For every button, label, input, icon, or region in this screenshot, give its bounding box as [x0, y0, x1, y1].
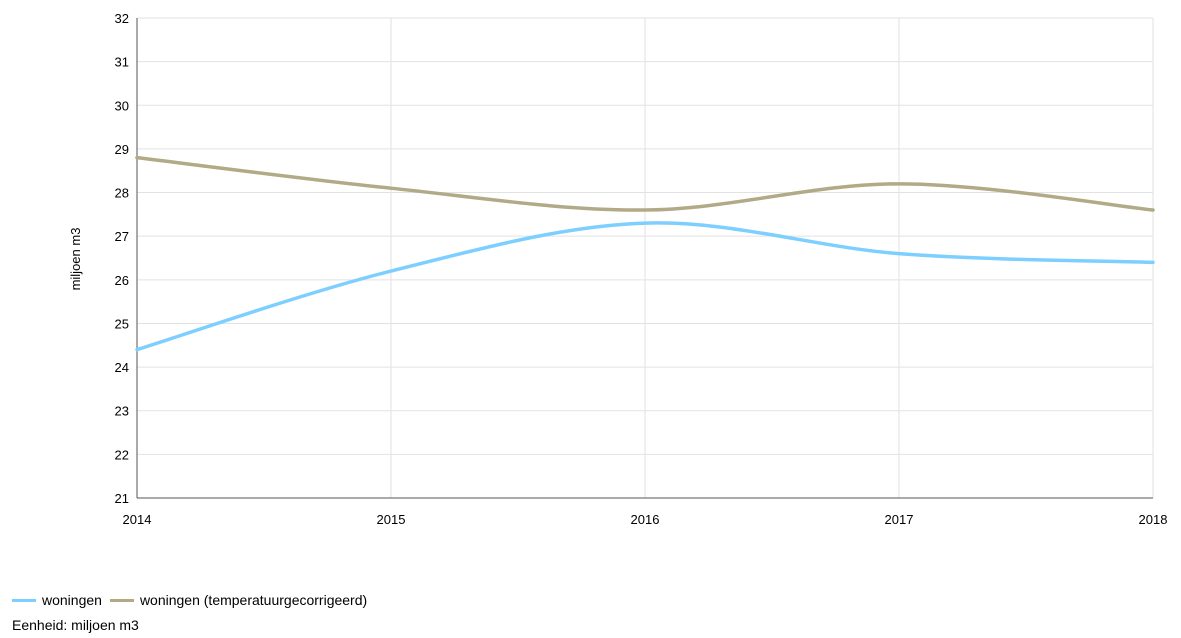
y-tick-label-29: 29 — [115, 142, 129, 157]
x-tick-label-2017: 2017 — [885, 512, 914, 527]
y-tick-label-30: 30 — [115, 98, 129, 113]
y-tick-label-32: 32 — [115, 11, 129, 26]
legend-label-woningen-temperatuurgecorrigeerd: woningen (temperatuurgecorrigeerd) — [139, 592, 368, 608]
legend-swatch-woningen — [12, 598, 36, 602]
y-tick-label-27: 27 — [115, 229, 129, 244]
x-tick-label-2014: 2014 — [123, 512, 152, 527]
x-tick-label-2016: 2016 — [631, 512, 660, 527]
x-tick-label-2018: 2018 — [1139, 512, 1168, 527]
legend-item-woningen[interactable]: woningen — [12, 592, 102, 608]
y-axis-label: miljoen m3 — [68, 228, 83, 291]
y-tick-label-24: 24 — [115, 360, 129, 375]
line-chart: 21 22 23 24 25 26 27 28 29 30 31 32 2014 2015 2016 2017… — [68, 11, 1168, 527]
unit-note: Eenheid: miljoen m3 — [12, 617, 139, 633]
axes — [136, 18, 1153, 499]
legend: woningen woningen (temperatuurgecorrigee… — [12, 592, 375, 608]
legend-label-woningen: woningen — [42, 592, 102, 608]
y-tick-label-28: 28 — [115, 186, 129, 201]
x-tick-label-2015: 2015 — [377, 512, 406, 527]
y-tick-label-25: 25 — [115, 316, 129, 331]
y-tick-label-22: 22 — [115, 447, 129, 462]
y-tick-label-23: 23 — [115, 404, 129, 419]
y-tick-label-26: 26 — [115, 273, 129, 288]
series-line-woningen[interactable] — [135, 221, 1155, 352]
tick-labels: 21 22 23 24 25 26 27 28 29 30 31 32 2014 2015 2016 2017… — [115, 11, 1168, 527]
series-line-woningen-temperatuurgecorrigeerd[interactable] — [135, 155, 1155, 212]
y-tick-label-31: 31 — [115, 55, 129, 70]
legend-item-woningen-temperatuurgecorrigeerd[interactable]: woningen (temperatuurgecorrigeerd) — [109, 592, 368, 608]
legend-swatch-woningen-temperatuurgecorrigeerd — [109, 598, 134, 602]
y-tick-label-21: 21 — [115, 491, 129, 506]
series-lines — [135, 155, 1155, 352]
